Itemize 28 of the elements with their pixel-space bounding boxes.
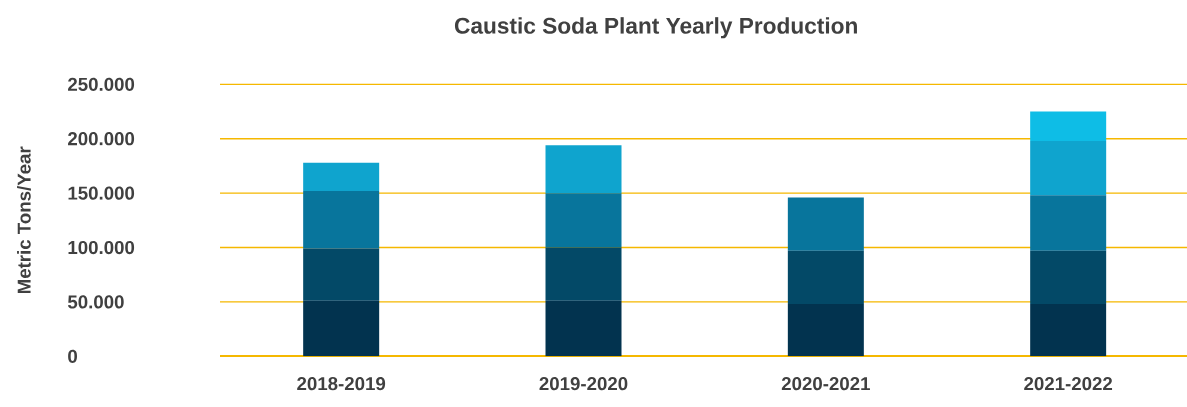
x-tick-label: 2019-2020 xyxy=(539,377,628,391)
bar xyxy=(1030,195,1107,251)
bar xyxy=(787,304,864,357)
y-tick-label: 50.000 xyxy=(67,295,124,309)
bar xyxy=(1030,140,1107,196)
bar xyxy=(545,300,622,357)
y-tick-label: 100.000 xyxy=(68,240,135,255)
bar xyxy=(1030,250,1107,305)
y-axis-title: Metric Tons/Year xyxy=(17,146,31,294)
y-tick-label: 250.000 xyxy=(68,77,135,91)
x-tick-label: 2021-2022 xyxy=(1024,377,1113,391)
bar xyxy=(787,197,864,251)
bar xyxy=(545,193,622,248)
x-tick-label: 2020-2021 xyxy=(781,377,870,391)
bar xyxy=(303,190,380,249)
bar xyxy=(1030,304,1107,357)
bar xyxy=(545,247,622,301)
bar xyxy=(303,300,380,357)
bar xyxy=(545,145,622,194)
bar xyxy=(303,162,380,191)
y-tick-label: 0 xyxy=(68,349,77,363)
y-tick-label: 200.000 xyxy=(68,132,135,146)
bar xyxy=(1030,111,1107,141)
bar xyxy=(303,248,380,301)
x-tick-label: 2018-2019 xyxy=(297,377,386,391)
y-tick-label: 150.000 xyxy=(68,186,135,200)
bar xyxy=(787,250,864,305)
chart-title: Caustic Soda Plant Yearly Production xyxy=(454,17,857,39)
